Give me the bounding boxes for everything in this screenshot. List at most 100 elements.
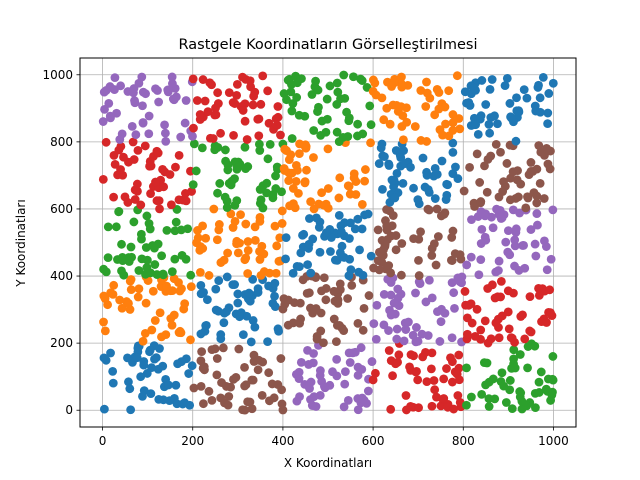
scatter-point [221,156,230,166]
scatter-point [357,199,367,209]
axis-ticks: 0 200 400 600 800 1000 0 200 400 600 800 1000 [42,68,568,448]
scatter-point [361,165,370,174]
scatter-point [365,101,375,111]
scatter-point [491,318,501,328]
scatter-point [476,111,486,121]
scatter-point [491,139,501,149]
scatter-point [188,74,198,84]
scatter-point [192,96,202,105]
scatter-point [450,367,460,377]
scatter-point [505,99,515,108]
scatter-point [103,253,113,263]
scatter-point [153,86,162,95]
scatter-point [228,280,238,290]
scatter-point [288,268,298,278]
scatter-point [430,385,440,395]
scatter-point [462,363,471,373]
scatter-point [117,303,127,313]
scatter-point [494,266,503,275]
scatter-point [220,308,229,318]
scatter-point [431,260,441,270]
scatter-point [130,195,140,204]
scatter-point [204,271,214,280]
scatter-point [379,320,389,330]
scatter-point [307,90,317,99]
scatter-point [335,285,345,295]
scatter-point [503,226,513,236]
scatter-point [197,143,207,153]
scatter-point [506,333,516,343]
y-tick-label: 1000 [42,68,73,82]
scatter-point [503,286,513,296]
scatter-point [416,136,426,145]
scatter-point [333,298,343,308]
scatter-point [496,292,505,302]
scatter-point [104,98,114,108]
scatter-point [548,78,558,88]
scatter-point [493,119,502,129]
scatter-point [464,300,474,310]
scatter-point [406,350,416,360]
scatter-point [427,401,437,411]
scatter-point [105,82,115,91]
scatter-point [543,108,553,118]
scatter-point [424,275,434,285]
scatter-point [378,184,387,194]
scatter-point [476,255,486,265]
scatter-point [211,284,221,294]
scatter-point [392,324,402,334]
scatter-point [476,197,486,206]
scatter-point [212,370,222,380]
scatter-point [480,161,489,171]
scatter-point [277,219,287,228]
scatter-point [530,239,540,249]
scatter-point [386,310,396,320]
scatter-point [344,182,354,191]
scatter-point [174,195,184,205]
scatter-point [248,375,258,385]
scatter-point [108,378,118,388]
scatter-point [482,187,492,197]
scatter-point [349,72,358,82]
scatter-point [242,135,252,144]
scatter-point [396,102,406,112]
scatter-point [323,184,333,193]
scatter-point [399,336,409,346]
scatter-point [210,344,220,354]
scatter-point [287,168,297,178]
scatter-point [272,162,282,172]
scatter-point [218,343,228,353]
scatter-point [141,89,150,99]
scatter-point [534,80,543,90]
scatter-point [110,73,120,82]
scatter-point [138,392,147,401]
scatter-point [526,225,536,234]
scatter-point [476,239,486,248]
scatter-point [523,193,533,203]
scatter-point [339,402,349,412]
scatter-point [437,156,447,166]
scatter-point [397,72,406,82]
scatter-point [335,173,345,183]
scatter-point [147,325,157,335]
scatter-point [332,355,342,364]
scatter-point [316,130,326,140]
scatter-point [287,134,297,143]
scatter-point [210,145,220,155]
scatter-point [238,405,248,415]
scatter-point [233,289,243,299]
scatter-point [484,120,494,129]
scatter-point [99,317,108,327]
scatter-point [248,274,258,284]
scatter-point [371,368,380,378]
scatter-point [196,381,206,391]
scatter-point [353,119,363,129]
y-tick-label: 400 [50,269,73,283]
scatter-point [155,344,164,353]
scatter-point [106,348,115,358]
scatter-point [345,234,354,243]
scatter-point [273,380,283,389]
scatter-point [272,241,282,251]
scatter-point [163,85,173,95]
scatter-point [389,175,399,185]
